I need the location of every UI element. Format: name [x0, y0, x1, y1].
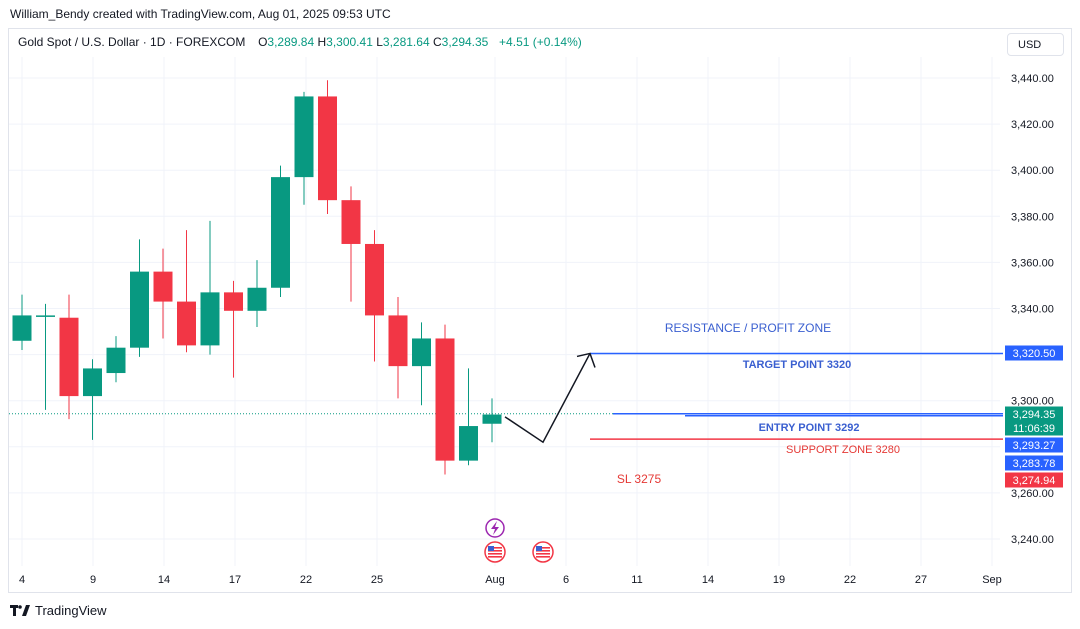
candle-body	[435, 338, 455, 461]
candle-body	[177, 301, 196, 346]
price-tag-text: 3,293.27	[1013, 440, 1056, 452]
x-tick-label: 4	[19, 574, 25, 586]
x-tick-label: Sep	[982, 574, 1002, 586]
us-flag-event-icon	[484, 541, 506, 563]
flag-stripe	[488, 550, 502, 552]
x-tick-label: 17	[229, 574, 241, 586]
x-tick-label: 14	[702, 574, 714, 586]
price-tag-text: 3,320.50	[1013, 348, 1056, 360]
x-tick-label: Aug	[485, 574, 505, 586]
open-value: 3,289.84	[267, 35, 315, 49]
x-tick-label: 22	[844, 574, 856, 586]
candle-body	[341, 200, 361, 244]
y-tick-label: 3,400.00	[1011, 165, 1054, 177]
candle-body	[247, 287, 267, 311]
candle-body	[36, 315, 55, 317]
currency-button[interactable]: USD	[1007, 33, 1064, 56]
flag-stripe	[536, 556, 550, 558]
candle-body	[59, 317, 79, 397]
grid-lines	[9, 57, 1000, 566]
symbol-legend: Gold Spot / U.S. Dollar · 1D · FOREXCOM …	[18, 35, 582, 49]
candle-body	[224, 292, 243, 311]
projection-path	[504, 353, 591, 444]
projection-arrowhead	[576, 352, 596, 368]
target-point-label: TARGET POINT 3320	[743, 359, 852, 371]
stop-loss-label: SL 3275	[617, 472, 662, 486]
close-value: 3,294.35	[441, 35, 489, 49]
low-label: L	[376, 35, 383, 49]
lightning-bolt-icon	[491, 521, 499, 535]
flag-stripe	[488, 556, 502, 558]
candle-body	[271, 177, 290, 288]
flag-ring	[532, 541, 554, 563]
price-tag-text: 11:06:39	[1013, 423, 1055, 435]
event-icons	[484, 518, 554, 563]
y-tick-label: 3,300.00	[1011, 396, 1054, 408]
price-tag	[1005, 455, 1063, 471]
y-tick-label: 3,440.00	[1011, 73, 1054, 85]
candle-body	[318, 96, 337, 201]
candle-body	[200, 292, 220, 346]
candle-body	[130, 271, 149, 348]
flag-stripe	[536, 553, 550, 555]
candles	[12, 80, 502, 475]
high-label: H	[317, 35, 327, 49]
candle-body	[12, 315, 32, 341]
price-tag	[1005, 472, 1063, 488]
candle-body	[365, 243, 384, 316]
low-value: 3,281.64	[382, 35, 430, 49]
price-tag-text: 3,283.78	[1013, 458, 1056, 470]
support-zone-label: SUPPORT ZONE 3280	[786, 444, 900, 456]
candle-body	[294, 96, 314, 178]
x-tick-label: 9	[90, 574, 96, 586]
x-tick-label: 22	[300, 574, 312, 586]
candle-body	[106, 347, 126, 374]
flag-stripe	[536, 547, 550, 549]
y-tick-label: 3,340.00	[1011, 304, 1054, 316]
candle-body	[412, 338, 431, 367]
brand-name: TradingView	[35, 603, 107, 618]
open-label: O	[258, 35, 268, 49]
x-tick-label: 11	[631, 574, 642, 586]
y-tick-label: 3,420.00	[1011, 119, 1054, 131]
x-tick-label: 14	[158, 574, 170, 586]
entry-point-label: ENTRY POINT 3292	[759, 422, 860, 434]
attribution-text: William_Bendy created with TradingView.c…	[10, 7, 391, 21]
tradingview-brand: TradingView	[10, 603, 107, 618]
y-tick-label: 3,260.00	[1011, 488, 1054, 500]
resistance-zone-label: RESISTANCE / PROFIT ZONE	[665, 321, 831, 335]
candle-body	[83, 368, 102, 397]
high-value: 3,300.41	[326, 35, 373, 49]
price-tag	[1005, 437, 1063, 453]
y-tick-label: 3,360.00	[1011, 257, 1054, 269]
price-tag-text: 3,274.94	[1013, 475, 1056, 487]
candle-body	[153, 271, 173, 302]
symbol-title: Gold Spot / U.S. Dollar · 1D · FOREXCOM	[18, 35, 246, 49]
y-tick-label: 3,380.00	[1011, 211, 1054, 223]
close-label: C	[432, 35, 442, 49]
flag-stripe	[488, 547, 502, 549]
price-tag-text: 3,294.35	[1013, 409, 1056, 421]
candle-body	[482, 414, 502, 424]
x-tick-label: 6	[563, 574, 569, 586]
y-tick-label: 3,240.00	[1011, 534, 1054, 546]
chart-frame	[8, 28, 1072, 593]
price-tag	[1005, 420, 1063, 436]
flag-ring	[484, 541, 506, 563]
us-flag-event-icon	[532, 541, 554, 563]
flag-canton	[536, 546, 542, 551]
x-tick-label: 19	[773, 574, 785, 586]
flag-stripe	[536, 550, 550, 552]
x-tick-label: 25	[371, 574, 383, 586]
price-tag	[1005, 406, 1063, 422]
x-tick-label: 27	[915, 574, 927, 586]
change-value: +4.51 (+0.14%)	[499, 35, 582, 49]
price-tag	[1005, 345, 1063, 361]
flag-canton	[488, 546, 494, 551]
candle-body	[388, 315, 408, 367]
candle-body	[459, 426, 478, 461]
tradingview-logo-icon	[10, 604, 30, 616]
flag-stripe	[488, 553, 502, 555]
